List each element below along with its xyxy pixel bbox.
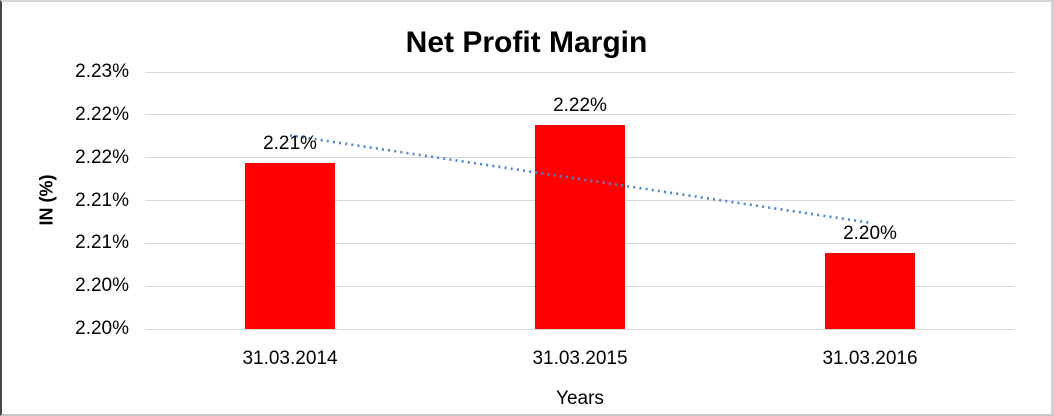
y-tick-label: 2.21% <box>75 232 129 254</box>
bar <box>535 125 625 329</box>
gridline <box>145 328 1015 330</box>
x-category-label: 31.03.2015 <box>532 348 628 369</box>
bar-data-label: 2.22% <box>553 95 607 117</box>
y-tick-label: 2.22% <box>75 103 129 125</box>
gridline <box>145 114 1015 116</box>
x-category-label: 31.03.2014 <box>242 348 338 369</box>
bar-data-label: 2.21% <box>263 132 317 154</box>
bar-data-label: 2.20% <box>843 222 897 244</box>
x-axis-title: Years <box>556 388 604 409</box>
y-tick-label: 2.22% <box>75 146 129 168</box>
chart-title: Net Profit Margin <box>405 26 648 59</box>
y-tick-label: 2.21% <box>75 189 129 211</box>
y-tick-label: 2.20% <box>75 318 129 339</box>
bar <box>825 252 915 329</box>
bar <box>245 162 335 329</box>
y-tick-label: 2.20% <box>75 275 129 297</box>
y-axis-title: IN (%) <box>36 174 57 226</box>
x-category-label: 31.03.2016 <box>822 348 918 369</box>
y-tick-label: 2.23% <box>75 61 129 82</box>
gridline <box>145 71 1015 73</box>
